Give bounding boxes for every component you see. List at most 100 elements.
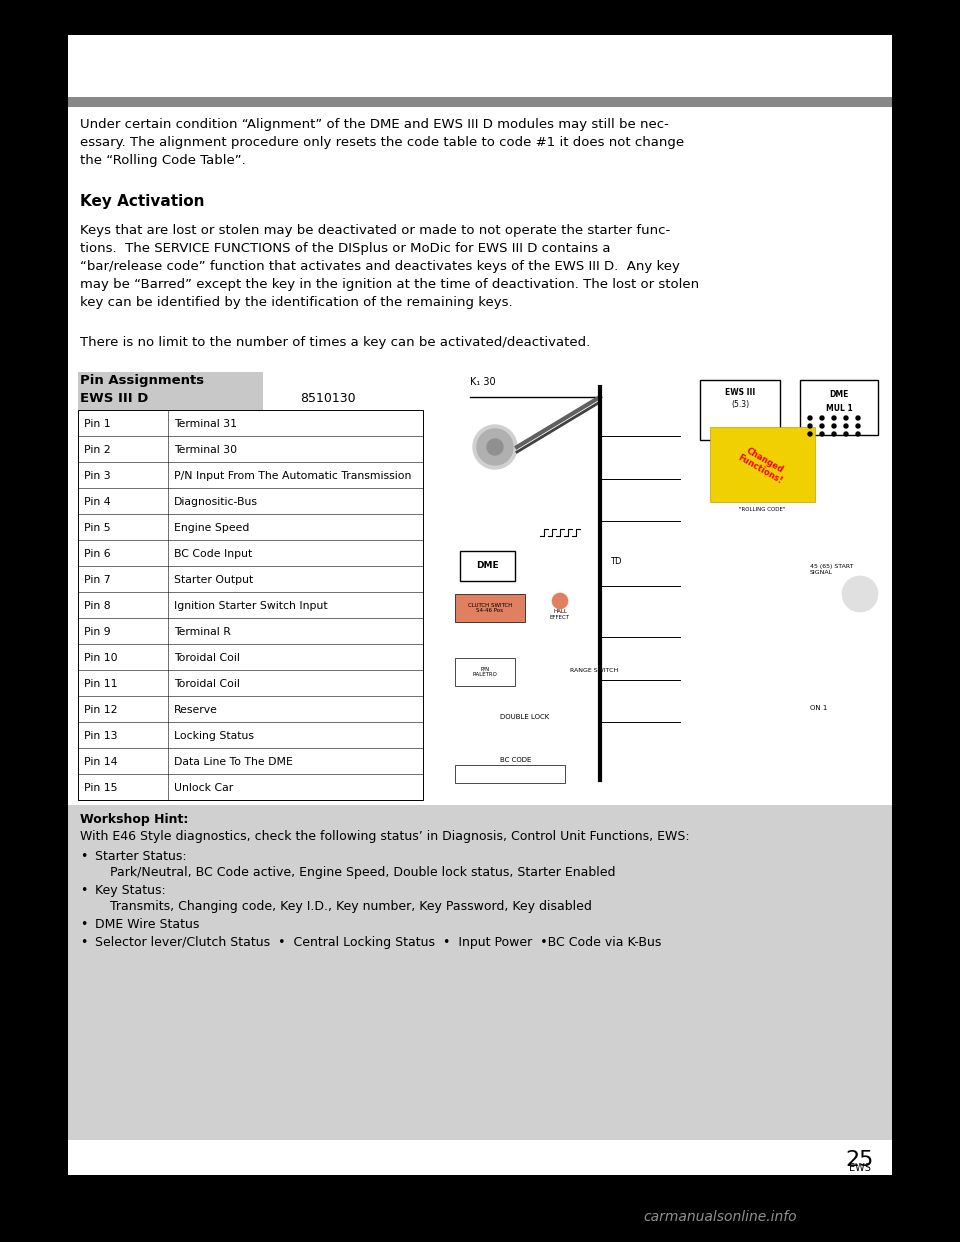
Bar xyxy=(710,427,815,502)
Text: may be “Barred” except the key in the ignition at the time of deactivation. The : may be “Barred” except the key in the ig… xyxy=(80,278,699,291)
Text: Unlock Car: Unlock Car xyxy=(174,784,233,794)
Text: Key Activation: Key Activation xyxy=(80,194,204,209)
Bar xyxy=(78,373,263,410)
Text: With E46 Style diagnostics, check the following status’ in Diagnosis, Control Un: With E46 Style diagnostics, check the fo… xyxy=(80,830,689,843)
Text: Pin 5: Pin 5 xyxy=(84,523,110,533)
Bar xyxy=(68,805,892,1140)
Text: tions.  The SERVICE FUNCTIONS of the DISplus or MoDic for EWS III D contains a: tions. The SERVICE FUNCTIONS of the DISp… xyxy=(80,242,611,255)
Text: K₁ 30: K₁ 30 xyxy=(470,378,495,388)
Circle shape xyxy=(844,416,848,420)
Circle shape xyxy=(844,424,848,428)
Text: EWS III: EWS III xyxy=(725,388,756,397)
Text: Pin 8: Pin 8 xyxy=(84,601,110,611)
Text: 25: 25 xyxy=(846,1150,875,1170)
Text: Data Line To The DME: Data Line To The DME xyxy=(174,758,293,768)
Circle shape xyxy=(832,424,836,428)
Text: BC CODE: BC CODE xyxy=(500,758,532,763)
Text: •: • xyxy=(80,918,87,932)
Bar xyxy=(460,551,515,581)
Circle shape xyxy=(487,438,503,455)
Circle shape xyxy=(808,424,812,428)
Text: key can be identified by the identification of the remaining keys.: key can be identified by the identificat… xyxy=(80,296,513,309)
Text: •: • xyxy=(80,936,87,949)
Text: •: • xyxy=(80,884,87,897)
Bar xyxy=(700,380,780,440)
Text: There is no limit to the number of times a key can be activated/deactivated.: There is no limit to the number of times… xyxy=(80,337,590,349)
Text: Transmits, Changing code, Key I.D., Key number, Key Password, Key disabled: Transmits, Changing code, Key I.D., Key … xyxy=(110,900,592,913)
Text: Key Status:: Key Status: xyxy=(95,884,166,897)
Text: Terminal R: Terminal R xyxy=(174,627,230,637)
Text: DME: DME xyxy=(476,561,499,570)
Text: Pin 12: Pin 12 xyxy=(84,705,117,715)
Text: 45 (65) START
SIGNAL: 45 (65) START SIGNAL xyxy=(810,564,853,575)
Circle shape xyxy=(832,432,836,436)
Circle shape xyxy=(820,432,824,436)
Text: Pin 9: Pin 9 xyxy=(84,627,110,637)
Bar xyxy=(68,35,892,97)
Circle shape xyxy=(473,425,517,469)
Text: Park/Neutral, BC Code active, Engine Speed, Double lock status, Starter Enabled: Park/Neutral, BC Code active, Engine Spe… xyxy=(110,866,615,879)
Text: Locking Status: Locking Status xyxy=(174,732,254,741)
Circle shape xyxy=(842,576,878,612)
Bar xyxy=(68,1145,892,1175)
Circle shape xyxy=(820,424,824,428)
Text: Keys that are lost or stolen may be deactivated or made to not operate the start: Keys that are lost or stolen may be deac… xyxy=(80,224,670,237)
Text: Pin 4: Pin 4 xyxy=(84,497,110,507)
Text: Terminal 31: Terminal 31 xyxy=(174,420,237,430)
Text: Under certain condition “Alignment” of the DME and EWS III D modules may still b: Under certain condition “Alignment” of t… xyxy=(80,118,669,130)
Text: Pin 1: Pin 1 xyxy=(84,420,110,430)
Text: Ignition Starter Switch Input: Ignition Starter Switch Input xyxy=(174,601,327,611)
Text: “bar/release code” function that activates and deactivates keys of the EWS III D: “bar/release code” function that activat… xyxy=(80,260,680,273)
Circle shape xyxy=(856,424,860,428)
Text: Toroidal Coil: Toroidal Coil xyxy=(174,653,240,663)
Text: Terminal 30: Terminal 30 xyxy=(174,446,237,456)
Text: ON 1: ON 1 xyxy=(810,705,828,710)
Text: Selector lever/Clutch Status  •  Central Locking Status  •  Input Power  •BC Cod: Selector lever/Clutch Status • Central L… xyxy=(95,936,661,949)
Text: the “Rolling Code Table”.: the “Rolling Code Table”. xyxy=(80,154,246,166)
Bar xyxy=(68,97,892,107)
Circle shape xyxy=(835,569,885,619)
Text: Toroidal Coil: Toroidal Coil xyxy=(174,679,240,689)
Text: P/N Input From The Automatic Transmission: P/N Input From The Automatic Transmissio… xyxy=(174,471,412,482)
Text: Starter Status:: Starter Status: xyxy=(95,850,186,863)
Text: "ROLLING CODE": "ROLLING CODE" xyxy=(739,507,785,512)
Text: BC Code Input: BC Code Input xyxy=(174,549,252,559)
Text: CLUTCH SWITCH
S4-46 Pos: CLUTCH SWITCH S4-46 Pos xyxy=(468,602,513,614)
Text: P/N
RALETRO: P/N RALETRO xyxy=(472,667,497,677)
Bar xyxy=(455,594,525,622)
Text: Pin 2: Pin 2 xyxy=(84,446,110,456)
Text: EWS: EWS xyxy=(849,1163,871,1172)
Circle shape xyxy=(808,432,812,436)
Text: Reserve: Reserve xyxy=(174,705,218,715)
Text: Pin 7: Pin 7 xyxy=(84,575,110,585)
Text: Engine Speed: Engine Speed xyxy=(174,523,250,533)
Text: DME Wire Status: DME Wire Status xyxy=(95,918,200,932)
Circle shape xyxy=(856,416,860,420)
Text: Pin 11: Pin 11 xyxy=(84,679,117,689)
Text: Pin 15: Pin 15 xyxy=(84,784,117,794)
Bar xyxy=(68,35,892,1175)
Text: Pin 14: Pin 14 xyxy=(84,758,117,768)
Text: Workshop Hint:: Workshop Hint: xyxy=(80,814,188,826)
Text: HALL
EFFECT: HALL EFFECT xyxy=(550,609,570,620)
Text: Pin Assignments: Pin Assignments xyxy=(80,374,204,388)
Bar xyxy=(78,410,423,800)
Circle shape xyxy=(808,416,812,420)
Text: MUL 1: MUL 1 xyxy=(826,404,852,414)
Text: RANGE SWITCH: RANGE SWITCH xyxy=(570,668,618,673)
Text: carmanualsonline.info: carmanualsonline.info xyxy=(643,1210,797,1225)
Text: Starter Output: Starter Output xyxy=(174,575,253,585)
Bar xyxy=(455,765,565,782)
Circle shape xyxy=(552,592,568,609)
Bar xyxy=(440,373,875,800)
Bar xyxy=(800,380,878,435)
Text: DME: DME xyxy=(829,390,849,399)
Text: EWS III D: EWS III D xyxy=(80,392,149,405)
Text: Pin 3: Pin 3 xyxy=(84,471,110,482)
Text: 8510130: 8510130 xyxy=(300,392,355,405)
Text: Pin 10: Pin 10 xyxy=(84,653,118,663)
Text: Changed
Functions!: Changed Functions! xyxy=(736,443,789,486)
Bar xyxy=(455,658,515,686)
Circle shape xyxy=(832,416,836,420)
Text: •: • xyxy=(80,850,87,863)
